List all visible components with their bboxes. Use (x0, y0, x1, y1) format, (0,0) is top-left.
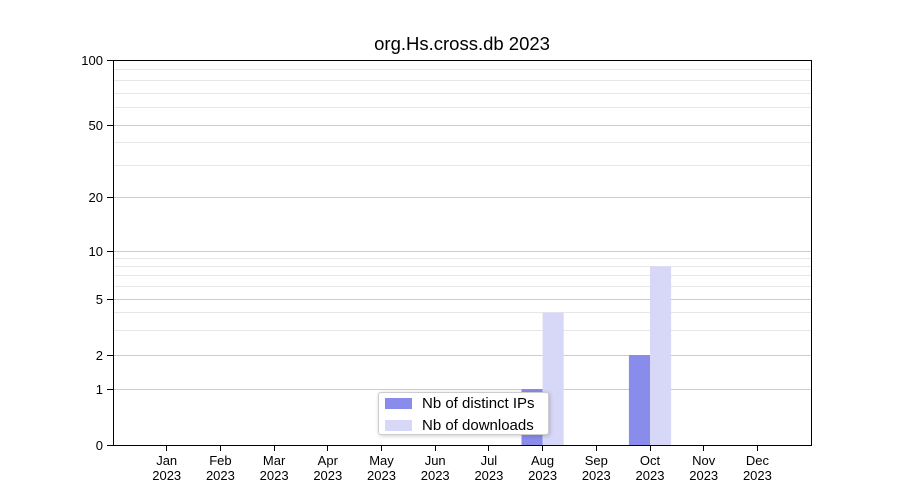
svg-text:2023: 2023 (313, 468, 342, 483)
svg-text:2023: 2023 (743, 468, 772, 483)
svg-text:2023: 2023 (421, 468, 450, 483)
svg-text:2023: 2023 (260, 468, 289, 483)
svg-text:50: 50 (89, 118, 103, 133)
svg-text:Feb: Feb (209, 453, 231, 468)
svg-text:5: 5 (96, 292, 103, 307)
svg-text:2: 2 (96, 348, 103, 363)
svg-text:2023: 2023 (474, 468, 503, 483)
svg-text:Sep: Sep (585, 453, 608, 468)
svg-text:Jan: Jan (156, 453, 177, 468)
svg-text:Oct: Oct (640, 453, 661, 468)
svg-text:2023: 2023 (582, 468, 611, 483)
svg-text:Dec: Dec (746, 453, 770, 468)
svg-text:2023: 2023 (528, 468, 557, 483)
svg-text:100: 100 (81, 53, 103, 68)
svg-text:Mar: Mar (263, 453, 286, 468)
svg-text:2023: 2023 (689, 468, 718, 483)
svg-text:10: 10 (89, 244, 103, 259)
svg-text:20: 20 (89, 190, 103, 205)
svg-text:2023: 2023 (152, 468, 181, 483)
svg-text:Jun: Jun (425, 453, 446, 468)
svg-text:Jul: Jul (481, 453, 498, 468)
svg-text:2023: 2023 (206, 468, 235, 483)
svg-text:May: May (369, 453, 394, 468)
svg-text:Apr: Apr (318, 453, 339, 468)
svg-text:2023: 2023 (636, 468, 665, 483)
svg-text:1: 1 (96, 382, 103, 397)
svg-text:Aug: Aug (531, 453, 554, 468)
svg-text:Nov: Nov (692, 453, 716, 468)
svg-text:0: 0 (96, 438, 103, 453)
svg-text:2023: 2023 (367, 468, 396, 483)
